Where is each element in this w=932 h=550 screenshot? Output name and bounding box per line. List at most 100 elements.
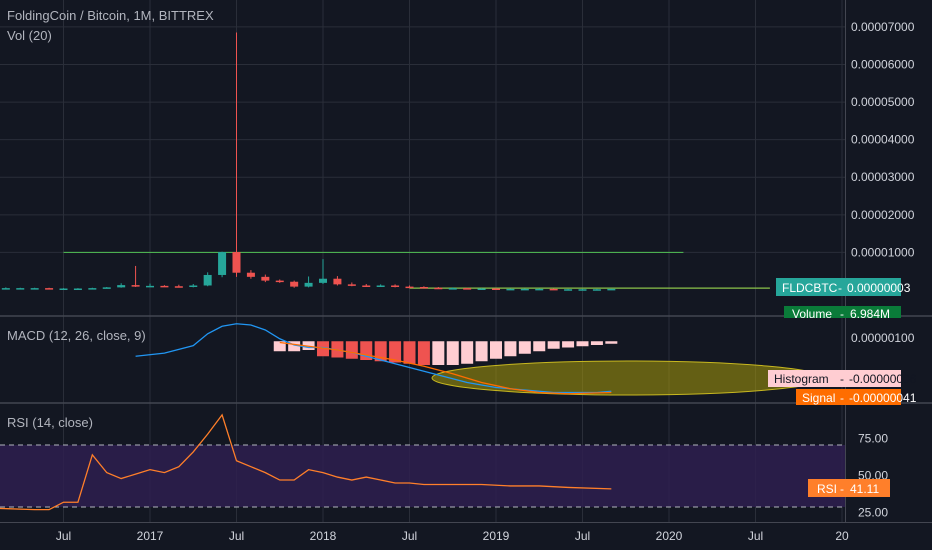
macd-histogram-bar (533, 341, 546, 352)
macd-histogram-bar (504, 341, 517, 357)
price-axis-tick: 0.00001000 (851, 245, 915, 259)
macd-histogram-bar (432, 341, 445, 365)
candle-body (246, 272, 255, 277)
volume-indicator-label[interactable]: Vol (20) (7, 28, 52, 43)
price-axis-tick: 0.00005000 (851, 95, 915, 109)
candle-body (131, 285, 140, 287)
volume-badge-label: Volume (792, 307, 832, 321)
macd-histogram-bar (417, 341, 430, 365)
time-axis-tick: Jul (56, 529, 71, 543)
signal-badge-label: Signal (802, 391, 835, 405)
price-axis-tick: 0.00006000 (851, 57, 915, 71)
candle-body (232, 252, 241, 273)
macd-histogram-bar (562, 341, 575, 348)
candle-body (73, 288, 82, 290)
macd-histogram-bar (403, 341, 416, 364)
candle-body (477, 288, 486, 290)
candle-body (102, 287, 111, 289)
price-axis-tick: 0.00003000 (851, 170, 915, 184)
candle-body (146, 285, 154, 288)
time-axis-tick: Jul (229, 529, 244, 543)
last-price-value: 0.00000003 (847, 281, 911, 295)
price-axis-tick: 0.00002000 (851, 208, 915, 222)
macd-histogram-bar (389, 341, 402, 363)
svg-text:-: - (840, 391, 844, 405)
candle-body (218, 252, 227, 275)
time-axis-tick: Jul (748, 529, 763, 543)
macd-histogram-bar (446, 341, 459, 365)
macd-histogram-bar (273, 341, 286, 352)
candle-body (275, 280, 284, 283)
macd-highlight-ellipse[interactable] (431, 360, 825, 396)
candle-body (492, 288, 500, 290)
candle-body (549, 288, 558, 291)
candle-body (88, 288, 97, 290)
candle-body (448, 288, 457, 290)
rsi-indicator-label[interactable]: RSI (14, close) (7, 415, 93, 430)
candle-body (506, 288, 515, 291)
signal-value: -0.00000041 (849, 391, 917, 405)
time-axis-tick: 2017 (137, 529, 164, 543)
candle-body (362, 285, 371, 287)
macd-axis-tick: 0.00000100 (851, 331, 915, 345)
macd-histogram-bar (605, 341, 618, 344)
svg-text:-: - (840, 372, 844, 386)
candle-body (607, 288, 616, 291)
candle-body (463, 288, 472, 290)
candle-body (261, 276, 270, 281)
candle-body (160, 285, 169, 288)
candle-body (405, 286, 414, 289)
candle-body (59, 288, 68, 290)
rsi-value: 41.11 (850, 482, 879, 496)
candle-body (45, 288, 54, 290)
chart-title[interactable]: FoldingCoin / Bitcoin, 1M, BITTREX (7, 8, 214, 23)
macd-histogram-bar (547, 341, 560, 349)
time-axis[interactable]: Jul 2017 Jul 2018 Jul 2019 Jul 2020 Jul 20 (56, 529, 849, 543)
price-axis-tick: 0.00004000 (851, 133, 915, 147)
volume-badge: Volume - 6.984M (784, 306, 901, 321)
macd-histogram-bar (374, 341, 387, 362)
candle-body (434, 287, 443, 290)
candle-body (347, 284, 356, 286)
macd-histogram-bar (590, 341, 603, 345)
candle-body (578, 289, 587, 291)
candle-body (16, 288, 25, 290)
price-axis-tick: 0.00007000 (851, 20, 915, 34)
candle-body (203, 274, 212, 286)
histogram-value: -0.00000006 (849, 372, 917, 386)
macd-histogram-bar (461, 341, 474, 364)
macd-histogram-bar (576, 341, 589, 347)
time-axis-tick: 2018 (310, 529, 337, 543)
price-horizontal-lines[interactable] (63, 251, 770, 289)
candle-body (117, 285, 126, 288)
macd-histogram-bar (475, 341, 488, 362)
rsi-badge-label: RSI (817, 482, 837, 496)
histogram-badge-label: Histogram (774, 372, 829, 386)
svg-text:-: - (840, 307, 844, 321)
candle-body (592, 289, 601, 291)
candle-body (30, 288, 39, 290)
rsi-axis-tick: 75.00 (858, 432, 888, 446)
rsi-badge: RSI - 41.11 (808, 479, 890, 497)
rsi-line (0, 413, 612, 511)
candle-body (333, 278, 342, 285)
candle-body (419, 286, 428, 289)
symbol-price-badge: FLDCBTC - 0.00000003 (776, 278, 911, 296)
macd-indicator-label[interactable]: MACD (12, 26, close, 9) (7, 328, 146, 343)
histogram-badge: Histogram - -0.00000006 (768, 370, 917, 387)
time-axis-tick: 20 (835, 529, 849, 543)
volume-value: 6.984M (850, 307, 890, 321)
signal-badge: Signal - -0.00000041 (796, 389, 917, 405)
price-axis[interactable]: 0.00007000 0.00006000 0.00005000 0.00004000… (851, 20, 915, 260)
candle-body (304, 282, 313, 287)
candle-body (535, 288, 544, 291)
macd-histogram-bar (518, 341, 531, 354)
time-axis-tick: 2020 (656, 529, 683, 543)
candle-body (391, 285, 400, 287)
rsi-axis-tick: 25.00 (858, 506, 888, 520)
svg-text:-: - (840, 482, 844, 496)
rsi-band (0, 445, 845, 507)
candle-body (564, 289, 573, 291)
